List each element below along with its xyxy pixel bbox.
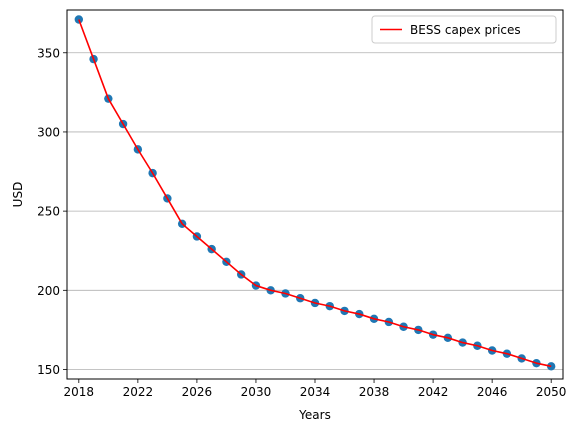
series-line	[78, 19, 552, 368]
x-axis-title: Years	[298, 408, 331, 422]
y-axis-title: USD	[11, 182, 25, 208]
legend-box	[371, 15, 557, 44]
y-tick-label: 200	[37, 284, 60, 298]
plot-frame	[66, 9, 564, 380]
x-tick-label: 2038	[359, 385, 390, 399]
y-axis-ticks: 150 200 250 300 350	[37, 46, 67, 377]
y-tick-label: 150	[37, 363, 60, 377]
x-tick-label: 2042	[418, 385, 449, 399]
x-tick-label: 2022	[123, 385, 154, 399]
x-axis-ticks: 2018 2022 2026 2030 2034 2038 2042 2046 2050	[64, 379, 567, 399]
data-point	[546, 362, 556, 371]
y-tick-label: 350	[37, 46, 60, 60]
x-tick-label: 2018	[64, 385, 95, 399]
grid-lines	[67, 52, 563, 370]
x-tick-label: 2050	[536, 385, 567, 399]
x-tick-label: 2034	[300, 385, 331, 399]
x-tick-label: 2046	[477, 385, 508, 399]
series-layer	[74, 15, 556, 371]
y-tick-label: 250	[37, 205, 60, 219]
legend-label: BESS capex prices	[410, 23, 521, 37]
y-tick-label: 300	[37, 125, 60, 139]
x-tick-label: 2026	[182, 385, 213, 399]
x-tick-label: 2030	[241, 385, 272, 399]
legend: BESS capex prices	[371, 15, 557, 44]
